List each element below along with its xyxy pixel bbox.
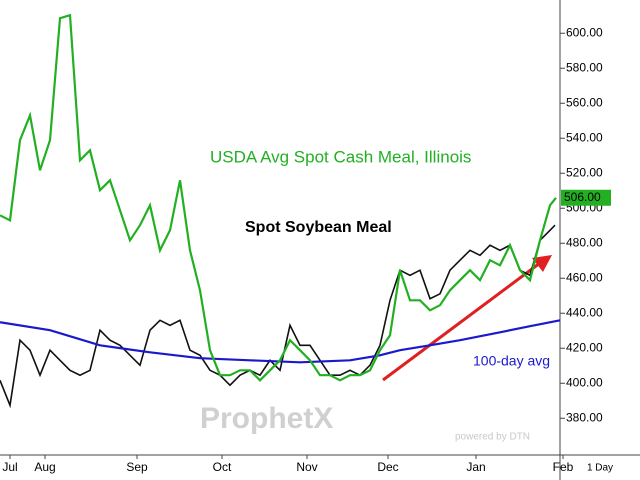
x-tick-label: Jul bbox=[2, 460, 17, 474]
y-tick-label: 480.00 bbox=[566, 235, 603, 249]
series-label: 100-day avg bbox=[473, 353, 550, 369]
x-tick-label: Feb bbox=[553, 460, 574, 474]
x-tick-label: Aug bbox=[34, 460, 55, 474]
y-tick-label: 600.00 bbox=[566, 25, 603, 39]
series-line bbox=[0, 224, 556, 409]
price-marker-label: 506.00 bbox=[564, 190, 601, 204]
y-tick-label: 540.00 bbox=[566, 130, 603, 144]
y-tick-label: 520.00 bbox=[566, 165, 603, 179]
interval-label: 1 Day bbox=[587, 463, 613, 474]
watermark: ProphetX bbox=[200, 402, 333, 435]
x-tick-label: Dec bbox=[377, 460, 398, 474]
x-tick-label: Sep bbox=[126, 460, 148, 474]
x-tick-label: Nov bbox=[296, 460, 317, 474]
arrow-head bbox=[532, 255, 552, 272]
price-marker-box bbox=[561, 189, 611, 206]
x-tick-label: Jan bbox=[466, 460, 485, 474]
series-label: USDA Avg Spot Cash Meal, Illinois bbox=[210, 147, 471, 166]
y-tick-label: 400.00 bbox=[566, 375, 603, 389]
y-tick-label: 460.00 bbox=[566, 270, 603, 284]
trend-arrow bbox=[382, 261, 541, 382]
y-tick-label: 560.00 bbox=[566, 95, 603, 109]
series-line bbox=[0, 13, 557, 382]
series-label: Spot Soybean Meal bbox=[245, 219, 392, 236]
x-tick-label: Oct bbox=[213, 460, 232, 474]
y-tick-label: 420.00 bbox=[566, 340, 603, 354]
y-tick-label: 380.00 bbox=[566, 410, 603, 424]
y-tick-label: 580.00 bbox=[566, 60, 603, 74]
y-tick-label: 440.00 bbox=[566, 305, 603, 319]
watermark-sub: powered by DTN bbox=[455, 432, 530, 443]
series-line bbox=[0, 319, 561, 364]
